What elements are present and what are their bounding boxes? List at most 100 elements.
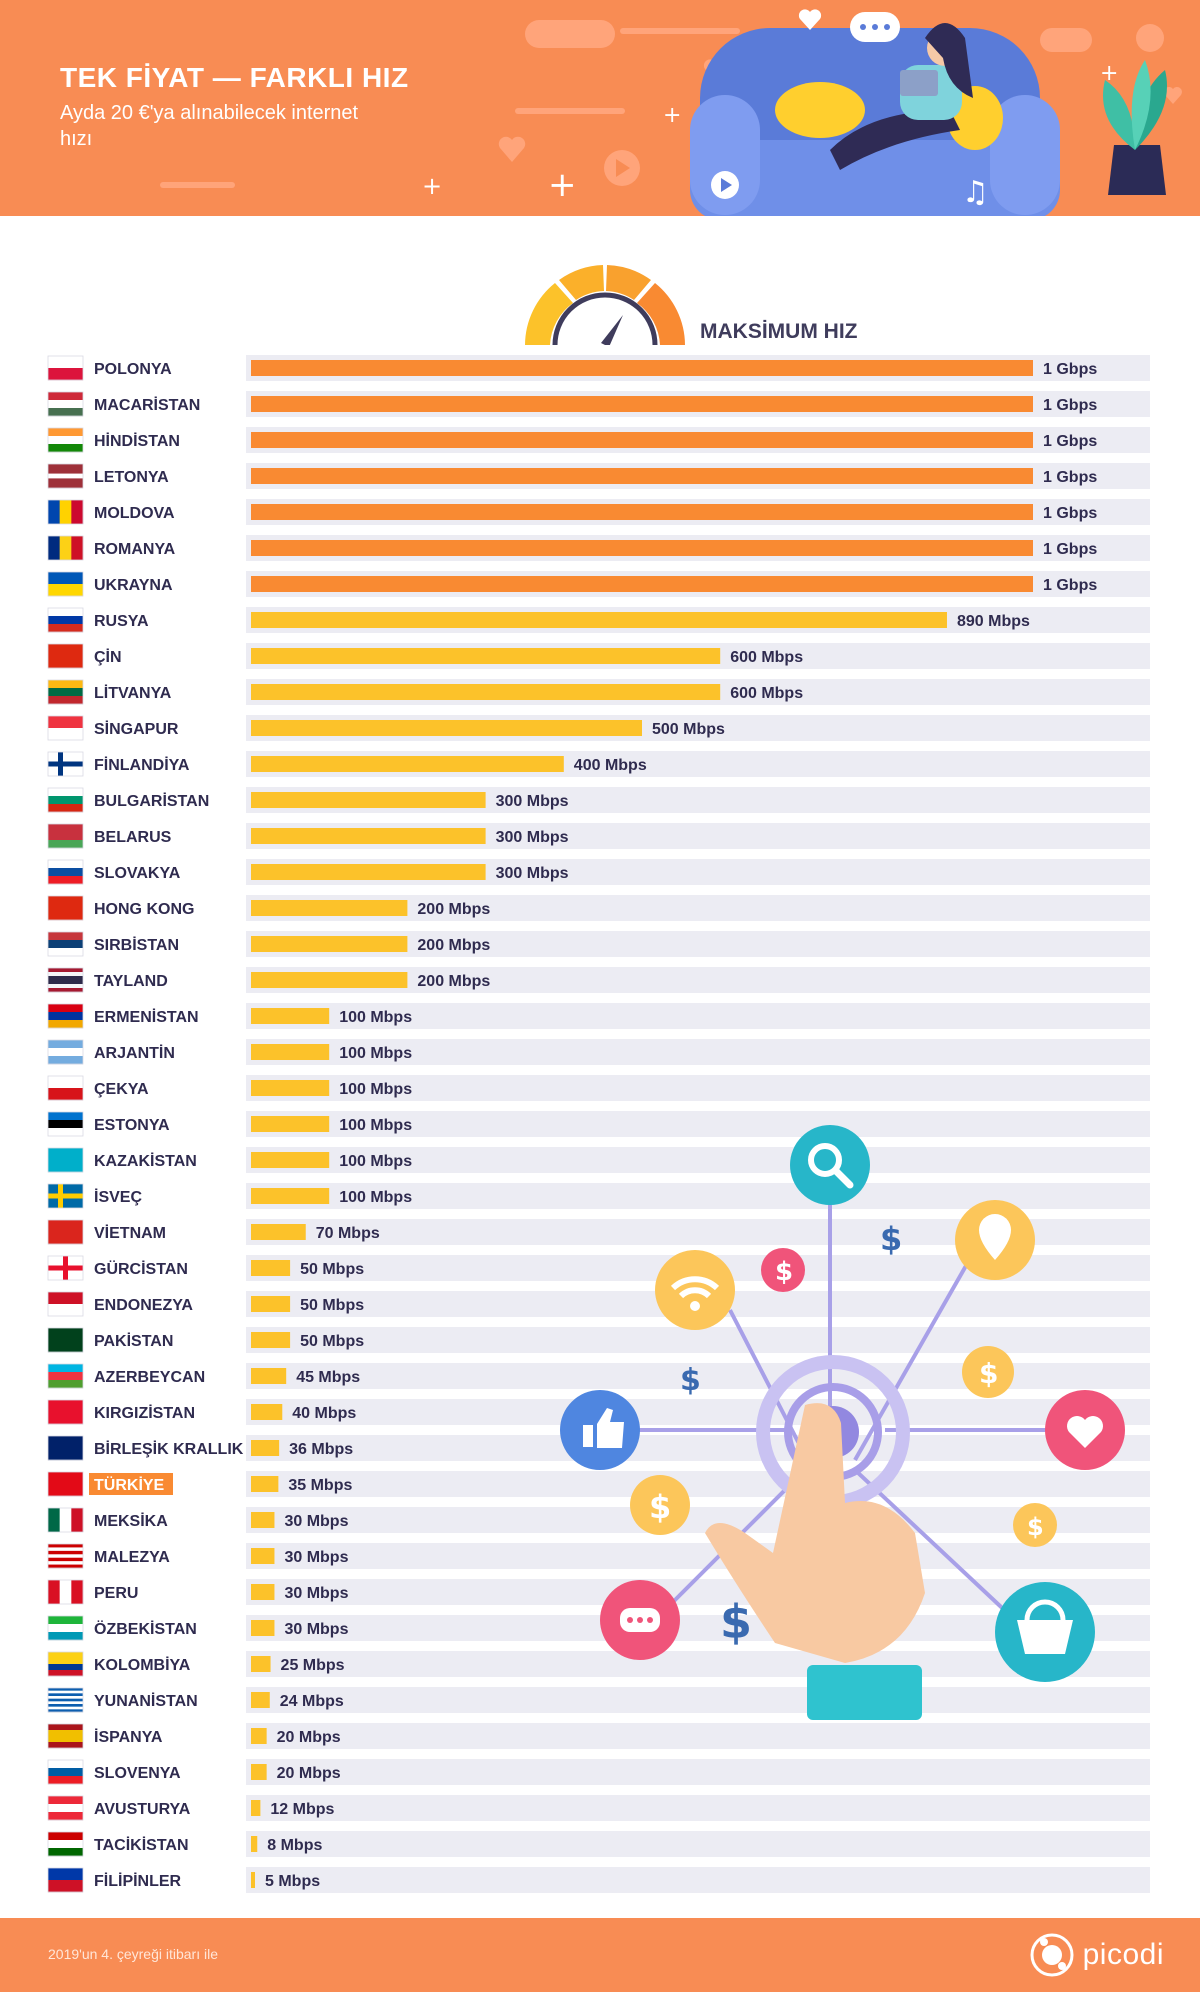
dollar-icon: $ bbox=[880, 1220, 902, 1258]
bar-value-label: 100 Mbps bbox=[339, 1081, 412, 1098]
flag-stripe bbox=[48, 608, 83, 617]
flag-border bbox=[47, 1147, 84, 1173]
svg-text:$: $ bbox=[979, 1357, 998, 1390]
bar-value-label: 40 Mbps bbox=[292, 1405, 356, 1422]
bar-value-label: 300 Mbps bbox=[496, 865, 569, 882]
bar-value-label: 30 Mbps bbox=[284, 1549, 348, 1566]
bar-value-label: 1 Gbps bbox=[1043, 397, 1097, 414]
flag-stripe bbox=[48, 478, 83, 489]
flag-stripe bbox=[48, 1698, 83, 1702]
search-icon bbox=[790, 1125, 870, 1205]
flag-border bbox=[47, 535, 84, 561]
country-label: MEKSİKA bbox=[94, 1512, 168, 1530]
bar bbox=[251, 1584, 275, 1600]
country-label: ERMENİSTAN bbox=[94, 1008, 199, 1026]
bar bbox=[251, 792, 486, 808]
bar bbox=[251, 432, 1033, 448]
bar bbox=[251, 612, 947, 628]
bar-value-label: 100 Mbps bbox=[339, 1117, 412, 1134]
flag-border bbox=[47, 1399, 84, 1425]
bar bbox=[251, 540, 1033, 556]
plant-pot bbox=[1108, 145, 1166, 195]
bar bbox=[251, 1224, 306, 1240]
footer-bar: 2019'un 4. çeyreği itibarı ile picodi bbox=[0, 1918, 1200, 1992]
flag-stripe bbox=[48, 1012, 83, 1021]
bar-value-label: 8 Mbps bbox=[267, 1837, 322, 1854]
country-label: PAKİSTAN bbox=[94, 1332, 173, 1350]
country-label: UKRAYNA bbox=[94, 577, 173, 594]
flag-stripe bbox=[48, 1554, 83, 1559]
flag-cross bbox=[48, 1265, 83, 1271]
country-label: KOLOMBİYA bbox=[94, 1656, 191, 1674]
bar bbox=[251, 1692, 270, 1708]
bar-value-label: 890 Mbps bbox=[957, 613, 1030, 630]
bar-value-label: 50 Mbps bbox=[300, 1333, 364, 1350]
flag-stripe bbox=[48, 972, 83, 977]
flag-stripe bbox=[48, 436, 83, 445]
flag-stripe bbox=[48, 500, 60, 524]
flag-stripe bbox=[48, 1120, 83, 1129]
flag-stripe bbox=[48, 860, 83, 869]
flag-border bbox=[47, 967, 84, 993]
flag-stripe bbox=[48, 1796, 83, 1805]
bar bbox=[251, 396, 1033, 412]
bar-value-label: 20 Mbps bbox=[277, 1765, 341, 1782]
bar-track bbox=[246, 1111, 1150, 1137]
flag-cross bbox=[48, 761, 83, 767]
flag-stripe bbox=[48, 1730, 83, 1743]
country-label: AVUSTURYA bbox=[94, 1801, 191, 1818]
flag-border bbox=[47, 1435, 84, 1461]
country-label: LETONYA bbox=[94, 469, 169, 486]
flag-border bbox=[47, 931, 84, 957]
bar bbox=[251, 936, 408, 952]
bar bbox=[251, 1260, 291, 1276]
flag-border bbox=[47, 355, 84, 381]
bar-track bbox=[246, 1039, 1150, 1065]
bar-track bbox=[246, 1147, 1150, 1173]
flag-stripe bbox=[59, 536, 72, 560]
svg-text:$: $ bbox=[775, 1257, 793, 1287]
bar-track bbox=[246, 1651, 1150, 1677]
flag-stripe bbox=[48, 428, 83, 437]
bar-value-label: 200 Mbps bbox=[417, 973, 490, 990]
flag-stripe bbox=[48, 536, 60, 560]
flag-stripe bbox=[48, 1760, 83, 1769]
flag-stripe bbox=[48, 1040, 83, 1049]
chat-bubble-icon bbox=[1040, 28, 1092, 52]
flag-stripe bbox=[48, 584, 83, 597]
flag-border bbox=[47, 1003, 84, 1029]
flag-stripe bbox=[48, 444, 83, 453]
country-label: VİETNAM bbox=[94, 1224, 166, 1242]
flag-stripe bbox=[48, 1564, 83, 1569]
bar bbox=[251, 1728, 267, 1744]
flag-border bbox=[47, 1795, 84, 1821]
flag-stripe bbox=[48, 1508, 60, 1532]
country-label: SLOVAKYA bbox=[94, 865, 181, 882]
header-banner: + + + + ♫ TEK FİYAT — FARKLI bbox=[0, 0, 1200, 216]
hand-network-illustration: $ $ $ $ $ $ $ bbox=[560, 1125, 1125, 1720]
flag-border bbox=[47, 499, 84, 525]
svg-text:$: $ bbox=[649, 1488, 671, 1526]
flag-stripe bbox=[48, 728, 83, 741]
flag-stripe bbox=[48, 1220, 83, 1245]
flag-stripe bbox=[48, 1304, 83, 1317]
footer-note: 2019'un 4. çeyreği itibarı ile bbox=[48, 1946, 218, 1962]
flag-border bbox=[47, 1579, 84, 1605]
country-label: FİLİPİNLER bbox=[94, 1872, 182, 1890]
country-label: YUNANİSTAN bbox=[94, 1692, 198, 1710]
flag-stripe bbox=[48, 1706, 83, 1710]
flag-stripe bbox=[48, 1616, 83, 1625]
flag-stripe bbox=[48, 1804, 83, 1813]
country-label: MALEZYA bbox=[94, 1549, 170, 1566]
brand-logo: picodi bbox=[1029, 1932, 1164, 1978]
country-label: İSPANYA bbox=[94, 1728, 163, 1746]
flag-border bbox=[47, 1543, 84, 1569]
heart-icon bbox=[498, 136, 526, 162]
country-label: ÇEKYA bbox=[94, 1081, 149, 1098]
bar bbox=[251, 1332, 291, 1348]
country-label: RUSYA bbox=[94, 613, 149, 630]
flag-stripe bbox=[48, 1848, 83, 1857]
bar bbox=[251, 360, 1033, 376]
bar-value-label: 200 Mbps bbox=[417, 937, 490, 954]
